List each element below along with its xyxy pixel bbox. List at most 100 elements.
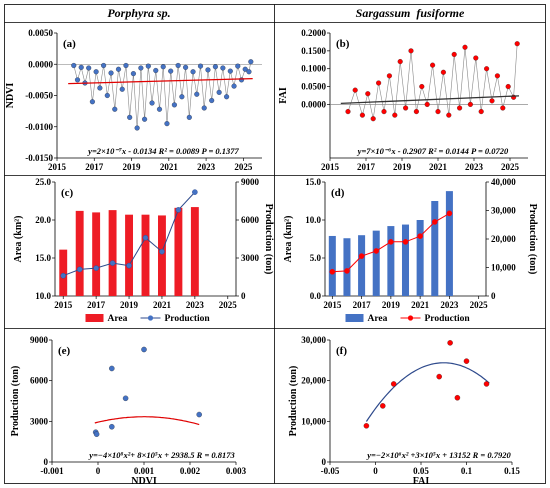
production-point	[126, 262, 132, 269]
production-point	[417, 233, 423, 239]
y-tick-label: 10.0	[305, 215, 321, 225]
y-tick-label: 0	[322, 457, 327, 467]
panel-b: 0.2000 0.1500 0.1000 0.0500 0.0000 2015 2017 20…	[278, 28, 528, 172]
y-axis-label: Production (ton)	[288, 366, 299, 437]
production-point	[431, 219, 438, 225]
data-point	[454, 394, 461, 401]
y-axis-label: FAI	[278, 87, 289, 104]
y2-tick-label: 9000	[241, 177, 260, 187]
data-point	[514, 41, 520, 47]
y-tick-label: 10,000	[301, 416, 326, 426]
x-tick-label: 2019	[123, 162, 142, 172]
y-tick-label: 0.1500	[301, 46, 326, 56]
x-tick-label: 2023	[186, 300, 205, 310]
x-tick-label: 0.1	[461, 466, 473, 476]
production-point	[142, 234, 149, 241]
data-point	[457, 105, 463, 111]
x-tick-label: 2015	[321, 162, 340, 172]
data-point	[183, 64, 189, 70]
production-point	[192, 189, 198, 195]
data-point	[440, 69, 446, 75]
x-tick-label: 0.05	[413, 466, 429, 476]
production-point	[358, 253, 365, 259]
production-point	[60, 272, 67, 279]
data-point	[220, 65, 226, 71]
data-point	[89, 99, 95, 105]
data-point	[108, 70, 114, 76]
data-point	[489, 98, 495, 104]
y-tick-label: 0	[44, 457, 49, 467]
data-point	[500, 105, 506, 111]
data-point	[403, 105, 409, 111]
area-bar	[190, 207, 199, 296]
x-tick-label: 2017	[353, 300, 372, 310]
area-bar	[141, 214, 150, 296]
x-tick-label: 2025	[501, 162, 520, 172]
production-point	[344, 268, 350, 274]
production-point	[109, 260, 116, 266]
data-point	[397, 59, 403, 65]
data-point	[494, 73, 500, 79]
trend-line	[340, 95, 520, 105]
y2-tick-label: 20,000	[491, 234, 516, 244]
y-tick-label: 0.1000	[301, 64, 326, 74]
data-point	[463, 358, 470, 364]
data-point	[462, 44, 468, 50]
x-tick-label: 2025	[470, 300, 489, 310]
legend-area-swatch	[85, 314, 104, 322]
data-point	[134, 125, 140, 131]
data-point	[505, 84, 511, 90]
x-tick-label: 2025	[234, 162, 253, 172]
y-tick-label: -0.0150	[25, 153, 53, 163]
data-point	[71, 62, 77, 69]
x-tick-label: -0.05	[321, 466, 340, 476]
y-tick-label: 25.0	[35, 177, 51, 187]
data-point	[156, 106, 163, 112]
data-point	[473, 55, 479, 61]
x-tick-label: 0.001	[134, 466, 155, 476]
data-point	[419, 84, 425, 90]
x-tick-label: -0.001	[40, 466, 64, 476]
data-point	[97, 85, 103, 91]
area-bar	[125, 214, 133, 296]
regression-equation: y=2×10⁻⁷x - 0.0134 R² = 0.0089 P = 0.137…	[87, 146, 239, 156]
x-tick-label: 2023	[197, 162, 216, 172]
data-point	[352, 87, 358, 93]
data-point	[194, 91, 200, 97]
data-point	[216, 89, 222, 95]
data-point	[386, 73, 392, 79]
y2-tick-label: 6000	[241, 215, 260, 225]
data-point	[248, 59, 254, 65]
data-point	[446, 112, 452, 118]
regression-equation: y=7×10⁻⁶x - 0.2907 R² = 0.0144 P = 0.072…	[357, 146, 509, 156]
area-bar	[59, 249, 68, 296]
y-tick-label: 3000	[30, 416, 49, 426]
data-point	[447, 340, 453, 346]
data-point	[376, 80, 382, 86]
x-tick-label: 2017	[87, 300, 106, 310]
y2-tick-label: 40,000	[491, 177, 516, 187]
regression-equation: y=−4×10⁸x²+ 8×10⁵x + 2938.5 R = 0.8173	[88, 450, 235, 460]
data-point	[413, 109, 419, 115]
header-porphyra: Porphyra sp.	[107, 6, 170, 20]
y2-tick-label: 3000	[241, 253, 260, 263]
data-point	[164, 121, 170, 127]
data-point	[179, 94, 185, 100]
data-point	[145, 63, 151, 69]
series-line	[347, 43, 518, 119]
x-tick-label: 0.003	[226, 466, 247, 476]
y-axis-label: Area (km²)	[13, 216, 24, 263]
area-bar	[75, 210, 84, 296]
area-bar	[174, 207, 183, 296]
data-point	[484, 66, 490, 72]
panel-label: (c)	[61, 187, 74, 199]
area-bar	[445, 191, 453, 296]
panel-label: (a)	[63, 38, 76, 50]
x-tick-label: 2023	[440, 300, 459, 310]
data-point	[242, 66, 248, 72]
x-axis-label: NDVI	[131, 476, 157, 487]
y2-tick-label: 0	[491, 291, 496, 301]
y-tick-label: 15.0	[35, 253, 51, 263]
